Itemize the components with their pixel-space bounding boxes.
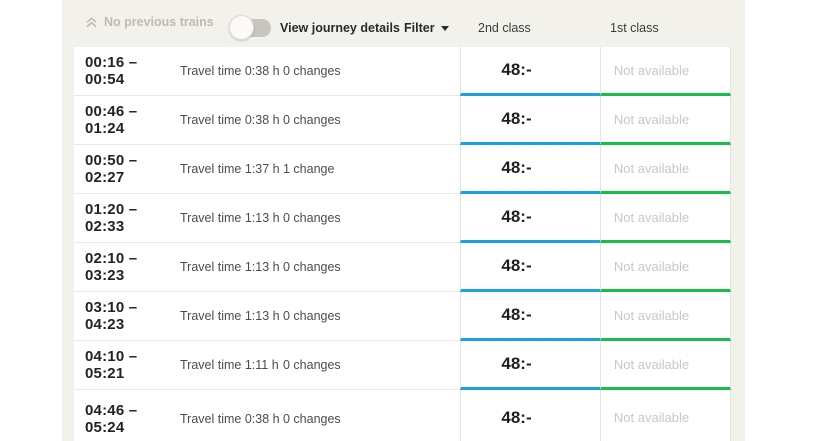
changes-count-label: 0 changes: [283, 260, 341, 274]
journey-row: 04:10 – 05:21 Travel time 1:11 h 0 chang…: [74, 341, 731, 390]
journey-time-range: 04:10 – 05:21: [85, 348, 138, 382]
second-class-price: 48:-: [501, 207, 532, 226]
journey-info[interactable]: 00:50 – 02:27 Travel time 1:37 h 1 chang…: [74, 145, 460, 194]
changes-count-label: 0 changes: [283, 113, 341, 127]
journey-details-toggle[interactable]: [229, 15, 271, 40]
journey-row: 00:46 – 01:24 Travel time 0:38 h 0 chang…: [74, 96, 731, 145]
first-class-availability: Not available: [613, 209, 690, 225]
travel-time-label: Travel time 1:37 h: [180, 162, 280, 176]
journey-time-range: 00:16 – 00:54: [85, 54, 138, 88]
second-class-price-cell[interactable]: 48:-: [460, 292, 600, 341]
toggle-knob: [229, 15, 254, 40]
second-class-price: 48:-: [501, 158, 532, 177]
journey-time-range: 00:50 – 02:27: [85, 152, 138, 186]
journey-info[interactable]: 03:10 – 04:23 Travel time 1:13 h 0 chang…: [74, 292, 460, 341]
second-class-price: 48:-: [501, 407, 532, 427]
journey-row: 04:46 – 05:24 Travel time 0:38 h 0 chang…: [74, 390, 731, 441]
travel-time-label: Travel time 1:11 h: [180, 358, 279, 372]
first-class-availability: Not available: [613, 62, 690, 78]
journey-time-range: 02:10 – 03:23: [85, 250, 138, 284]
journey-info[interactable]: 00:46 – 01:24 Travel time 0:38 h 0 chang…: [74, 96, 460, 145]
second-class-price: 48:-: [501, 109, 532, 128]
first-class-availability: Not available: [613, 307, 690, 323]
journey-time-range: 04:46 – 05:24: [85, 401, 138, 436]
second-class-price-cell[interactable]: 48:-: [460, 47, 600, 96]
second-class-price-cell[interactable]: 48:-: [460, 341, 600, 390]
first-class-price-cell[interactable]: Not available: [600, 47, 731, 96]
journey-time-range: 01:20 – 02:33: [85, 201, 138, 235]
second-class-price-cell[interactable]: 48:-: [460, 96, 600, 145]
results-panel: No previous trains View journey details …: [62, 0, 745, 441]
first-class-availability: Not available: [613, 410, 690, 425]
changes-count-label: 1 change: [283, 162, 335, 176]
double-chevron-up-icon: [85, 16, 98, 29]
first-class-price-cell[interactable]: Not available: [600, 341, 731, 390]
second-class-price: 48:-: [501, 354, 532, 373]
travel-time-label: Travel time 0:38 h: [180, 64, 280, 78]
filter-dropdown-icon: [440, 26, 449, 31]
travel-time-label: Travel time 0:38 h: [180, 411, 280, 426]
first-class-price-cell[interactable]: Not available: [600, 145, 731, 194]
second-class-price: 48:-: [501, 60, 532, 79]
journey-info[interactable]: 02:10 – 03:23 Travel time 1:13 h 0 chang…: [74, 243, 460, 292]
column-header-first-class: 1st class: [610, 21, 659, 35]
changes-count-label: 0 changes: [283, 211, 341, 225]
results-toolbar: No previous trains View journey details …: [62, 0, 745, 47]
first-class-availability: Not available: [613, 356, 690, 372]
journey-row: 01:20 – 02:33 Travel time 1:13 h 0 chang…: [74, 194, 731, 243]
second-class-price-cell[interactable]: 48:-: [460, 145, 600, 194]
first-class-price-cell[interactable]: Not available: [600, 390, 731, 441]
changes-count-label: 0 changes: [283, 411, 341, 426]
journey-row: 03:10 – 04:23 Travel time 1:13 h 0 chang…: [74, 292, 731, 341]
journey-info[interactable]: 01:20 – 02:33 Travel time 1:13 h 0 chang…: [74, 194, 460, 243]
first-class-price-cell[interactable]: Not available: [600, 96, 731, 145]
changes-count-label: 0 changes: [283, 309, 341, 323]
first-class-price-cell[interactable]: Not available: [600, 292, 731, 341]
journey-time-range: 03:10 – 04:23: [85, 299, 138, 333]
journey-info[interactable]: 00:16 – 00:54 Travel time 0:38 h 0 chang…: [74, 47, 460, 96]
column-header-second-class: 2nd class: [478, 21, 531, 35]
first-class-price-cell[interactable]: Not available: [600, 194, 731, 243]
journey-info[interactable]: 04:10 – 05:21 Travel time 1:11 h 0 chang…: [74, 341, 460, 390]
travel-time-label: Travel time 1:13 h: [180, 260, 280, 274]
filter-label: Filter: [404, 21, 435, 35]
second-class-price-cell[interactable]: 48:-: [460, 390, 600, 441]
journey-row: 00:50 – 02:27 Travel time 1:37 h 1 chang…: [74, 145, 731, 194]
first-class-price-cell[interactable]: Not available: [600, 243, 731, 292]
second-class-price: 48:-: [501, 256, 532, 275]
travel-time-label: Travel time 0:38 h: [180, 113, 280, 127]
journey-row: 02:10 – 03:23 Travel time 1:13 h 0 chang…: [74, 243, 731, 292]
journey-time-range: 00:46 – 01:24: [85, 103, 138, 137]
changes-count-label: 0 changes: [283, 358, 341, 372]
travel-time-label: Travel time 1:13 h: [180, 211, 280, 225]
first-class-availability: Not available: [613, 111, 690, 127]
first-class-availability: Not available: [613, 160, 690, 176]
second-class-price-cell[interactable]: 48:-: [460, 194, 600, 243]
no-previous-trains-label: No previous trains: [104, 15, 214, 29]
second-class-price: 48:-: [501, 305, 532, 324]
journey-list: 00:16 – 00:54 Travel time 0:38 h 0 chang…: [74, 47, 731, 441]
journey-row: 00:16 – 00:54 Travel time 0:38 h 0 chang…: [74, 47, 731, 96]
second-class-price-cell[interactable]: 48:-: [460, 243, 600, 292]
journey-info[interactable]: 04:46 – 05:24 Travel time 0:38 h 0 chang…: [74, 390, 460, 441]
no-previous-trains-button[interactable]: No previous trains: [85, 15, 214, 29]
filter-dropdown[interactable]: Filter: [404, 21, 449, 35]
journey-details-label: View journey details: [280, 21, 400, 35]
changes-count-label: 0 changes: [283, 64, 341, 78]
travel-time-label: Travel time 1:13 h: [180, 309, 280, 323]
first-class-availability: Not available: [613, 258, 690, 274]
